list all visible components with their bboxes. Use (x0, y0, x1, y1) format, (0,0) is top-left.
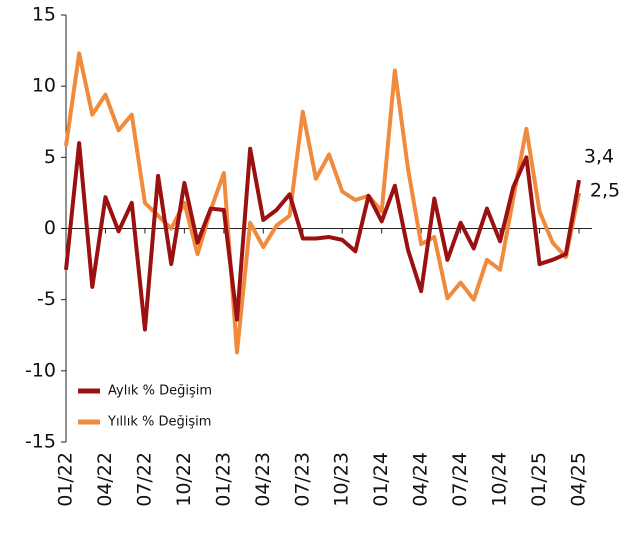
x-tick-label: 04/23 (252, 452, 274, 507)
x-tick-label: 07/24 (449, 452, 471, 507)
legend-label: Aylık % Değişim (108, 384, 212, 399)
series-line (64, 51, 581, 355)
legend-label: Yıllık % Değişim (107, 415, 211, 430)
y-tick-label: -15 (25, 431, 56, 453)
y-tick-label: 10 (32, 75, 56, 97)
x-tick-label: 01/22 (55, 452, 77, 507)
x-tick-label: 04/22 (94, 452, 116, 507)
x-tick-label: 04/24 (410, 452, 432, 507)
x-tick-label: 01/23 (212, 452, 234, 507)
x-tick-label: 04/25 (568, 452, 590, 507)
y-tick-label: -5 (37, 288, 56, 310)
x-tick-label: 07/23 (291, 452, 313, 507)
x-tick-label: 10/24 (489, 452, 511, 507)
y-tick-label: 15 (32, 4, 56, 26)
x-tick-label: 01/24 (370, 452, 392, 507)
series-line (64, 141, 581, 332)
y-tick-label: 0 (44, 217, 56, 239)
y-tick-label: 5 (44, 146, 56, 168)
y-tick-label: -10 (25, 359, 56, 381)
data-label: 3,4 (584, 146, 614, 168)
x-tick-label: 01/25 (528, 452, 550, 507)
data-label: 2,5 (590, 180, 620, 202)
x-tick-label: 07/22 (133, 452, 155, 507)
x-tick-label: 10/22 (173, 452, 195, 507)
x-tick-label: 10/23 (331, 452, 353, 507)
